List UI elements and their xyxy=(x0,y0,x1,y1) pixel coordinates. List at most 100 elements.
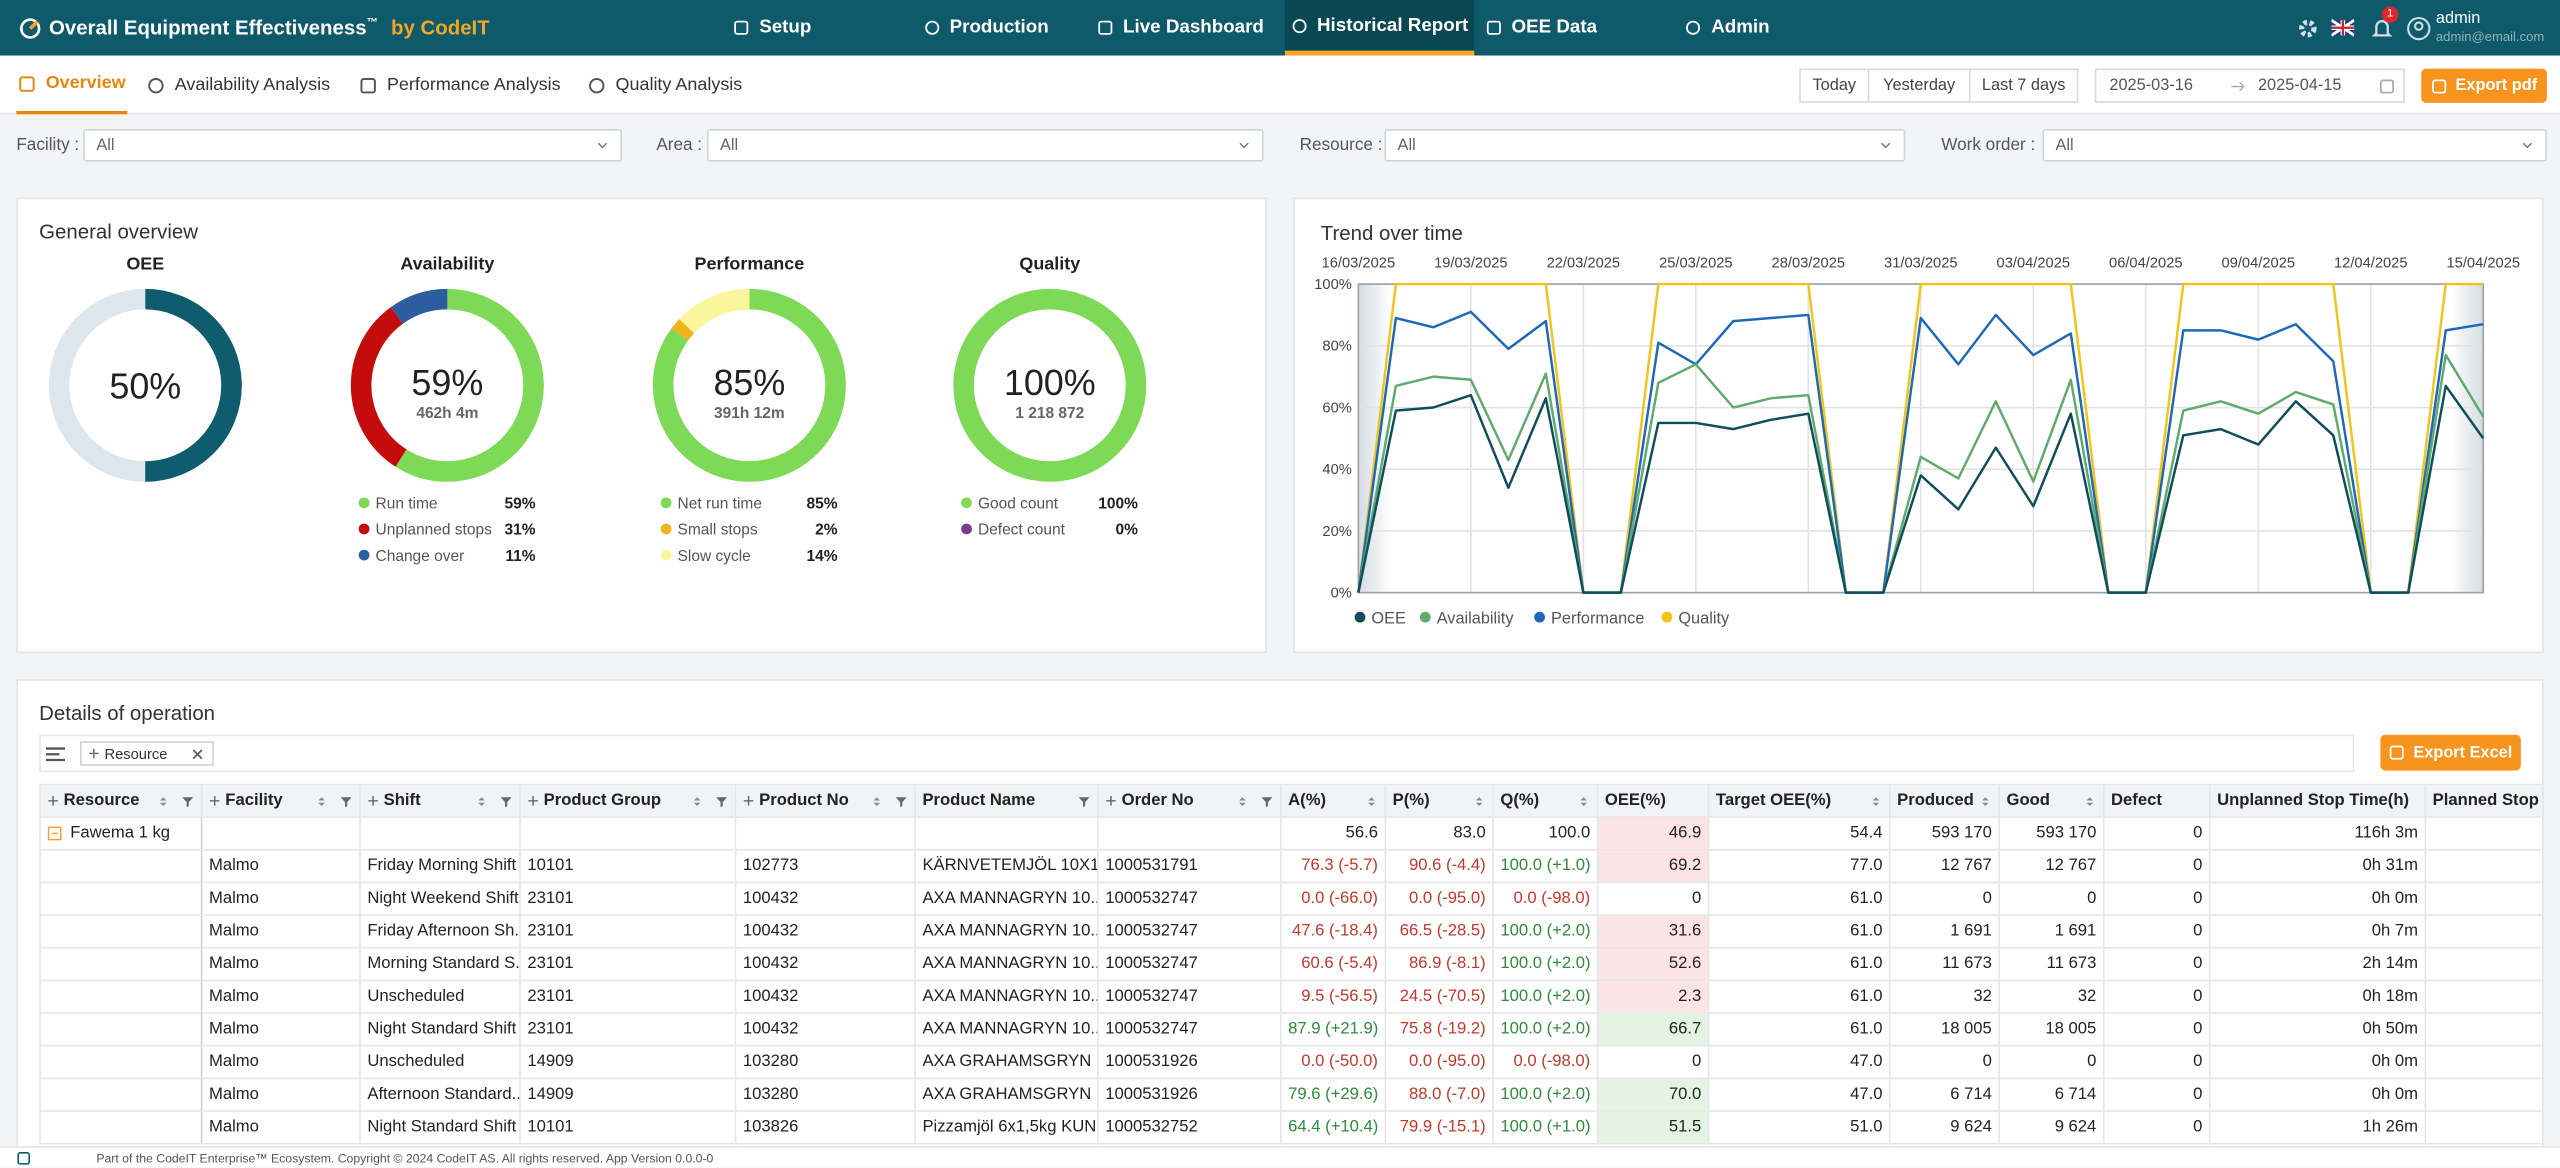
range-arrow-part xyxy=(2232,82,2244,90)
tab[interactable]: Availability Analysis xyxy=(145,56,331,115)
cell xyxy=(360,817,520,850)
cell: Malmo xyxy=(202,1111,360,1144)
legend-label: Quality xyxy=(1678,610,1730,628)
header-content: Product Group xyxy=(527,792,728,810)
nav-item[interactable]: Admin xyxy=(1665,0,1789,56)
title: Overall Equipment Effectiveness xyxy=(49,16,367,39)
cell xyxy=(2425,1046,2543,1079)
legend-dot xyxy=(961,524,972,535)
column-header[interactable]: OEE(%) xyxy=(1598,784,1709,817)
cell: 0 xyxy=(2104,948,2210,981)
column-header[interactable]: Resource xyxy=(40,784,202,817)
user-name: admin xyxy=(2436,10,2480,28)
cell: 2h 14m xyxy=(2210,948,2426,981)
cell: 100432 xyxy=(736,1013,916,1046)
tab-label: Availability Analysis xyxy=(175,75,330,95)
icon-part xyxy=(1099,22,1111,34)
select-value: All xyxy=(720,136,738,154)
cell: 100432 xyxy=(736,980,916,1013)
column-header[interactable]: P(%) xyxy=(1385,784,1493,817)
nav-item[interactable]: Historical Report xyxy=(1285,0,1474,56)
column-header[interactable]: Defect xyxy=(2104,784,2210,817)
cell xyxy=(2425,850,2543,883)
header-label: Product No xyxy=(759,792,865,810)
filter-select[interactable]: All xyxy=(83,129,622,162)
settings-icon[interactable] xyxy=(2297,18,2318,39)
column-header[interactable]: Order No xyxy=(1098,784,1281,817)
date-preset[interactable]: Last 7 days xyxy=(1971,69,2079,103)
cell: 0 xyxy=(1890,1046,1999,1079)
cell: 0 xyxy=(2104,915,2210,948)
cell: 12 767 xyxy=(1890,850,1999,883)
tab[interactable]: Performance Analysis xyxy=(358,56,563,115)
column-header[interactable]: Facility xyxy=(202,784,360,817)
legend-dot xyxy=(359,497,370,508)
column-header[interactable]: Product No xyxy=(736,784,916,817)
cell: 54.4 xyxy=(1709,817,1890,850)
column-header[interactable]: Good xyxy=(1999,784,2103,817)
legend-label: Good count xyxy=(978,496,1059,513)
cell: 64.4 (+10.4) xyxy=(1281,1111,1385,1144)
tab[interactable]: Overview xyxy=(16,56,127,115)
cell: 31.6 xyxy=(1598,915,1709,948)
footer: Part of the CodeIT Enterprise™ Ecosystem… xyxy=(0,1146,2560,1168)
icon-part xyxy=(1106,796,1116,806)
cell: 0 xyxy=(1890,882,1999,915)
cell: AXA MANNAGRYN 10... xyxy=(915,1013,1098,1046)
nav-item[interactable]: Live Dashboard xyxy=(1091,0,1271,56)
column-header[interactable]: A(%) xyxy=(1281,784,1385,817)
export-excel-button[interactable]: Export Excel xyxy=(2380,735,2520,771)
column-header[interactable]: Product Name xyxy=(915,784,1098,817)
calendar-icon-part xyxy=(2381,80,2393,92)
tab[interactable]: Quality Analysis xyxy=(586,56,744,115)
column-header[interactable]: Product Group xyxy=(520,784,736,817)
date-range[interactable]: 2025-03-162025-04-15 xyxy=(2095,69,2405,103)
legend-dot xyxy=(1662,612,1673,623)
language-flag[interactable] xyxy=(2331,16,2354,39)
filter-select[interactable]: All xyxy=(707,129,1264,162)
column-header[interactable]: Unplanned Stop Time(h) xyxy=(2210,784,2426,817)
header-label: Defect xyxy=(2111,792,2202,810)
group-chip: Resource xyxy=(80,741,214,765)
icon xyxy=(1291,17,1307,33)
export-pdf-button[interactable]: Export pdf xyxy=(2421,69,2547,103)
chip-remove[interactable] xyxy=(191,747,204,760)
column-header[interactable]: Planned Stop xyxy=(2425,784,2543,817)
column-header[interactable]: Q(%) xyxy=(1493,784,1597,817)
cell xyxy=(520,817,736,850)
cell: 60.6 (-5.4) xyxy=(1281,948,1385,981)
cell xyxy=(1098,817,1281,850)
legend-dot xyxy=(359,524,370,535)
nav-item[interactable]: OEE Data xyxy=(1476,0,1607,56)
user-email: admin@email.com xyxy=(2436,29,2544,44)
legend-label: Run time xyxy=(376,496,438,513)
cell xyxy=(2425,882,2543,915)
nav-item[interactable]: Setup xyxy=(715,0,829,56)
column-header[interactable]: Target OEE(%) xyxy=(1709,784,1890,817)
filter-icon-part xyxy=(716,796,727,806)
gauge-value: 85% xyxy=(713,362,785,403)
user-avatar[interactable] xyxy=(2407,16,2431,40)
cell: 0h 0m xyxy=(2210,1046,2426,1079)
nav-label: OEE Data xyxy=(1511,18,1597,38)
cell: 1000531926 xyxy=(1098,1078,1281,1111)
cell: 0 xyxy=(1999,882,2103,915)
cell: 23101 xyxy=(520,915,736,948)
filter-icon-part xyxy=(1261,796,1272,806)
date-preset[interactable]: Yesterday xyxy=(1869,69,1970,103)
filter-select[interactable]: All xyxy=(2042,129,2546,162)
cell: 10101 xyxy=(520,850,736,883)
filter-select[interactable]: All xyxy=(1384,129,1905,162)
icon xyxy=(923,20,939,36)
column-header[interactable]: Shift xyxy=(360,784,520,817)
cell: 1 691 xyxy=(1999,915,2103,948)
group-label[interactable]: Fawema 1 kg xyxy=(47,824,194,842)
legend-label: Performance xyxy=(1551,610,1644,628)
column-header[interactable]: Produced xyxy=(1890,784,1999,817)
cell: 100.0 (+1.0) xyxy=(1493,1111,1597,1144)
x-tick-label: 15/04/2025 xyxy=(2447,256,2521,272)
select-value: All xyxy=(1398,136,1416,154)
cell xyxy=(40,1013,202,1046)
nav-item[interactable]: Production xyxy=(901,0,1071,56)
date-preset[interactable]: Today xyxy=(1799,69,1869,103)
